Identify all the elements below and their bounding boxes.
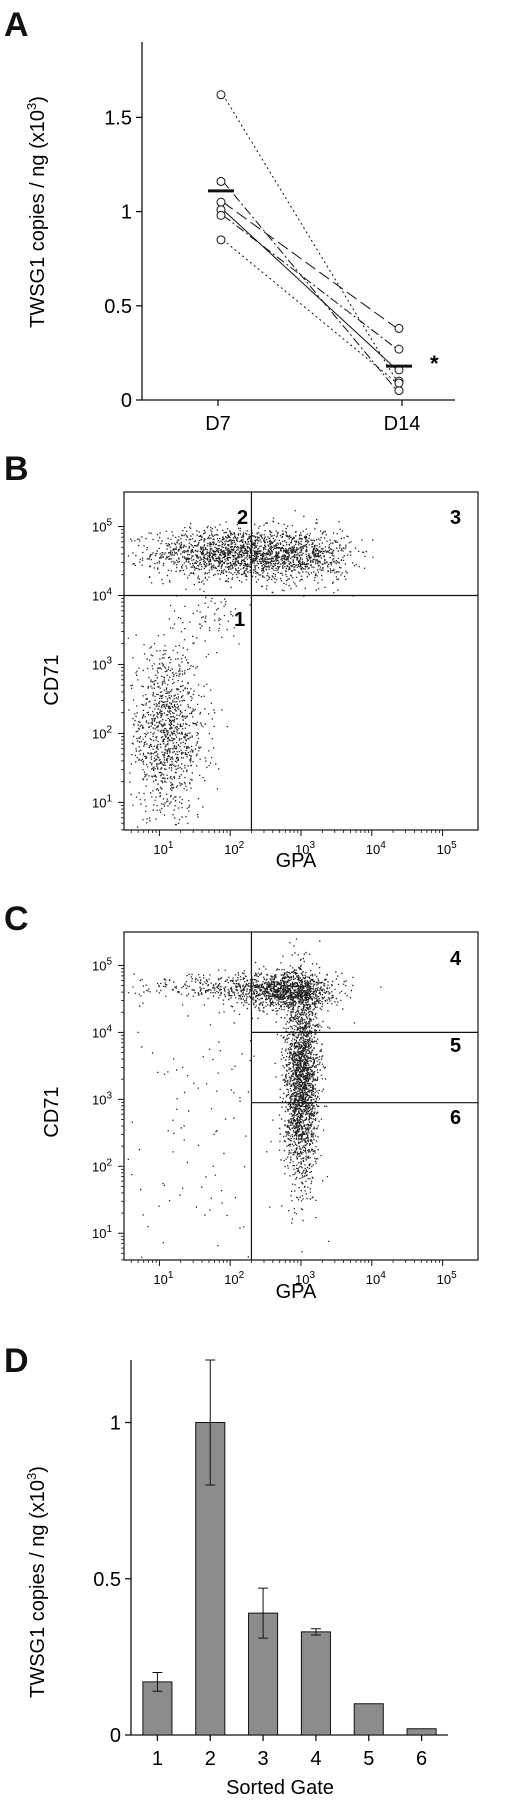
x-tick-label: 2 — [205, 1748, 216, 1770]
significance-asterisk: * — [430, 351, 439, 376]
x-tick-label: 5 — [363, 1748, 374, 1770]
x-tick-label: 101 — [153, 1270, 173, 1287]
x-tick-label: 3 — [258, 1748, 269, 1770]
y-tick-label: 104 — [92, 586, 112, 603]
panel-d-x-axis-label: Sorted Gate — [226, 1777, 334, 1799]
y-tick-label: 0.5 — [104, 296, 132, 318]
gate-label-2: 2 — [237, 507, 248, 529]
x-tick-label: D14 — [384, 413, 421, 435]
y-tick-label: 103 — [92, 1090, 112, 1107]
x-tick-label: 4 — [310, 1748, 321, 1770]
x-tick-label: 104 — [366, 1270, 386, 1287]
y-tick-label: 102 — [92, 724, 112, 741]
gate-label-5: 5 — [450, 1035, 461, 1057]
data-point — [216, 197, 226, 207]
data-point — [394, 344, 404, 354]
series-line-4 — [222, 209, 398, 371]
x-tick-label: D7 — [205, 413, 231, 435]
series-line-6 — [222, 239, 398, 384]
gate-label-6: 6 — [450, 1107, 461, 1129]
gate-label-4: 4 — [450, 948, 462, 970]
panel-c-y-axis-label: CD71 — [41, 1086, 63, 1137]
y-tick-label: 103 — [92, 655, 112, 672]
series-line-2 — [222, 181, 398, 391]
panel-d-letter: D — [4, 1342, 29, 1380]
y-tick-label: 105 — [92, 517, 112, 534]
y-tick-label: 101 — [92, 793, 112, 810]
x-tick-label: 105 — [437, 1270, 457, 1287]
data-point — [216, 235, 226, 245]
panel-a-letter: A — [4, 6, 29, 44]
gate-label-3: 3 — [450, 507, 461, 529]
x-tick-label: 1 — [152, 1748, 163, 1770]
y-tick-label: 1 — [110, 1413, 121, 1435]
x-tick-label: 6 — [416, 1748, 427, 1770]
y-tick-label: 105 — [92, 956, 112, 973]
y-tick-label: 104 — [92, 1023, 112, 1040]
x-tick-label: 101 — [153, 840, 173, 857]
y-tick-label: 0 — [110, 1725, 121, 1747]
bar-gate-4 — [300, 1631, 331, 1736]
bar-gate-5 — [353, 1703, 384, 1736]
event-dots-b — [127, 510, 374, 828]
panel-b-flow-plot: B CD71 GPA 10110110210210310310410410510… — [4, 450, 479, 872]
event-dots-c — [127, 938, 382, 1258]
data-point — [216, 176, 226, 186]
data-point — [394, 378, 404, 388]
panel-b-letter: B — [4, 450, 29, 488]
y-tick-label: 101 — [92, 1224, 112, 1241]
panel-c-flow-plot: C CD71 GPA 10110110210210310310410410510… — [4, 900, 479, 1303]
x-tick-label: 102 — [224, 840, 244, 857]
bar-gate-6 — [406, 1728, 437, 1736]
series-line-1 — [222, 94, 398, 382]
y-tick-label: 1.5 — [104, 107, 132, 129]
panel-a-line-chart: A TWSG1 copies / ng (x103) 0 0.5 1 1.5 D7 D14… — [4, 6, 455, 435]
data-point — [216, 90, 226, 100]
x-tick-label: 105 — [437, 840, 457, 857]
y-tick-label: 0 — [121, 390, 132, 412]
y-tick-label: 1 — [121, 202, 132, 224]
x-tick-label: 104 — [366, 840, 386, 857]
series-line-5 — [222, 214, 398, 350]
panel-c-letter: C — [4, 900, 29, 938]
data-point — [394, 386, 404, 396]
gate-label-1: 1 — [234, 609, 245, 631]
panel-c-x-axis-label: GPA — [276, 1281, 317, 1303]
y-tick-label: 102 — [92, 1157, 112, 1174]
data-point — [394, 323, 404, 333]
panel-b-y-axis-label: CD71 — [41, 654, 63, 705]
panel-d-y-axis-label: TWSG1 copies / ng (x103) — [24, 1466, 49, 1698]
y-tick-label: 0.5 — [93, 1569, 121, 1591]
panel-d-bar-chart: D TWSG1 copies / ng (x103) Sorted Gate 0… — [4, 1342, 448, 1799]
x-tick-label: 102 — [224, 1270, 244, 1287]
series-line-3 — [222, 201, 398, 329]
panel-a-y-axis-label: TWSG1 copies / ng (x103) — [24, 96, 49, 328]
panel-b-x-axis-label: GPA — [276, 850, 317, 872]
data-point — [216, 210, 226, 220]
